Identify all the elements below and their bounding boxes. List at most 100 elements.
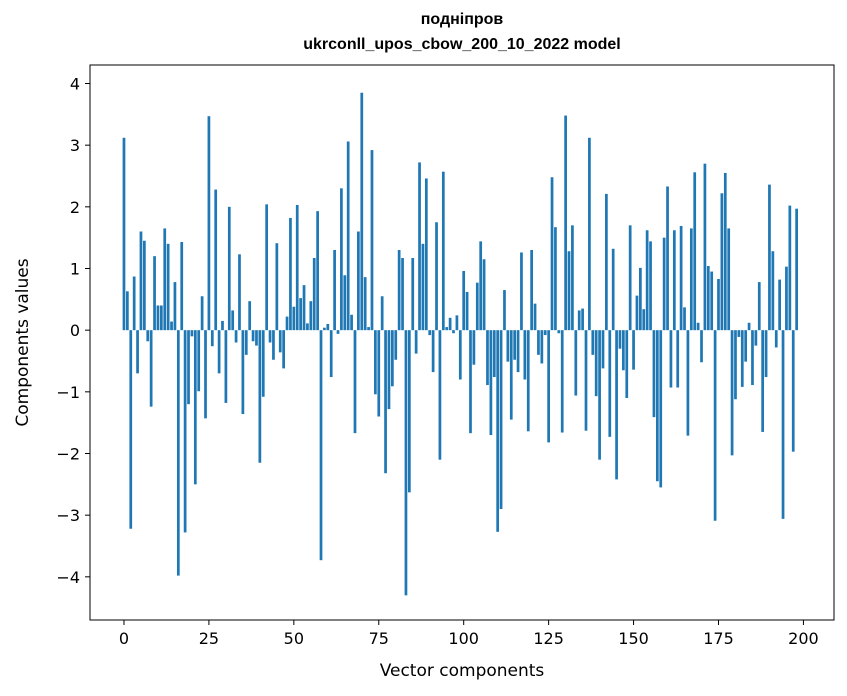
bar xyxy=(163,228,167,331)
bar xyxy=(635,295,639,331)
bar xyxy=(397,250,401,331)
bar xyxy=(261,330,265,397)
bar xyxy=(204,330,207,419)
x-tick-label: 125 xyxy=(533,629,564,648)
bar xyxy=(319,330,323,561)
bar xyxy=(475,282,479,331)
bar xyxy=(543,330,547,336)
bar xyxy=(210,330,214,347)
x-tick-label: 100 xyxy=(448,629,479,648)
bar xyxy=(601,330,605,369)
bar xyxy=(387,330,391,410)
bar xyxy=(751,330,754,386)
y-tick-label: 4 xyxy=(70,75,80,94)
bar xyxy=(608,330,612,437)
bar xyxy=(316,211,319,331)
bar xyxy=(557,330,561,334)
bar xyxy=(309,301,313,331)
bar xyxy=(472,330,476,365)
plot-frame xyxy=(89,64,835,621)
bar xyxy=(367,327,370,331)
bar xyxy=(679,225,683,331)
bar xyxy=(448,317,452,331)
bar xyxy=(683,307,686,331)
bar xyxy=(200,296,204,331)
bar xyxy=(357,231,360,331)
x-tick-label: 75 xyxy=(369,629,389,648)
x-tick-label: 200 xyxy=(788,629,819,648)
bar xyxy=(336,330,340,334)
bar xyxy=(278,330,282,353)
bar xyxy=(353,330,357,434)
bar xyxy=(462,270,466,331)
bar xyxy=(292,306,296,331)
bar xyxy=(717,278,720,331)
bar xyxy=(669,330,673,388)
bar xyxy=(771,251,775,331)
bar xyxy=(248,301,252,331)
bar xyxy=(244,330,248,355)
bar xyxy=(516,330,520,373)
bar xyxy=(329,330,333,378)
bar xyxy=(438,330,442,460)
bar xyxy=(567,251,571,331)
bar xyxy=(537,330,540,355)
bar xyxy=(159,305,163,331)
bars-group xyxy=(122,92,798,596)
bar xyxy=(625,330,629,398)
bar xyxy=(143,240,146,331)
bar xyxy=(156,305,160,331)
bar xyxy=(455,315,459,331)
bar xyxy=(214,189,218,331)
bar xyxy=(183,330,187,533)
bar xyxy=(132,276,136,331)
bar xyxy=(414,330,418,354)
bar xyxy=(435,222,438,331)
bar xyxy=(584,330,588,431)
bar xyxy=(754,330,758,346)
bar xyxy=(622,330,625,371)
bar xyxy=(659,330,663,488)
bar xyxy=(224,330,228,403)
y-tick-label: −2 xyxy=(56,445,80,464)
bar xyxy=(560,330,564,433)
bar xyxy=(554,227,557,331)
bar xyxy=(231,310,235,331)
bar xyxy=(774,330,778,348)
bar xyxy=(689,228,693,331)
y-tick-label: −4 xyxy=(56,568,80,587)
bar xyxy=(306,323,309,331)
bar xyxy=(122,137,126,331)
bar xyxy=(445,327,449,331)
bar xyxy=(350,314,353,331)
bar xyxy=(642,309,646,331)
x-tick-label: 50 xyxy=(284,629,304,648)
y-tick-label: 0 xyxy=(70,321,80,340)
bar xyxy=(221,320,224,331)
bar xyxy=(781,330,785,519)
bar xyxy=(421,243,425,331)
bar xyxy=(509,330,513,420)
bar xyxy=(441,171,445,331)
bar xyxy=(662,237,666,331)
bar xyxy=(227,206,231,331)
bar xyxy=(588,137,591,331)
bar xyxy=(594,330,598,397)
bar xyxy=(187,330,190,405)
bar xyxy=(166,243,170,331)
bar xyxy=(550,177,554,331)
x-axis-label: Vector components xyxy=(380,661,545,681)
bar xyxy=(424,178,428,331)
bar xyxy=(710,271,714,331)
bar xyxy=(197,330,201,392)
bar xyxy=(282,330,285,369)
bar xyxy=(176,330,180,576)
bar xyxy=(744,330,748,362)
y-tick-label: −1 xyxy=(56,383,80,402)
bar xyxy=(146,330,150,342)
bar xyxy=(513,330,517,360)
x-tick-label: 150 xyxy=(618,629,649,648)
bar xyxy=(747,322,751,331)
chart-subtitle: ukrconll_upos_cbow_200_10_2022 model xyxy=(303,36,621,53)
